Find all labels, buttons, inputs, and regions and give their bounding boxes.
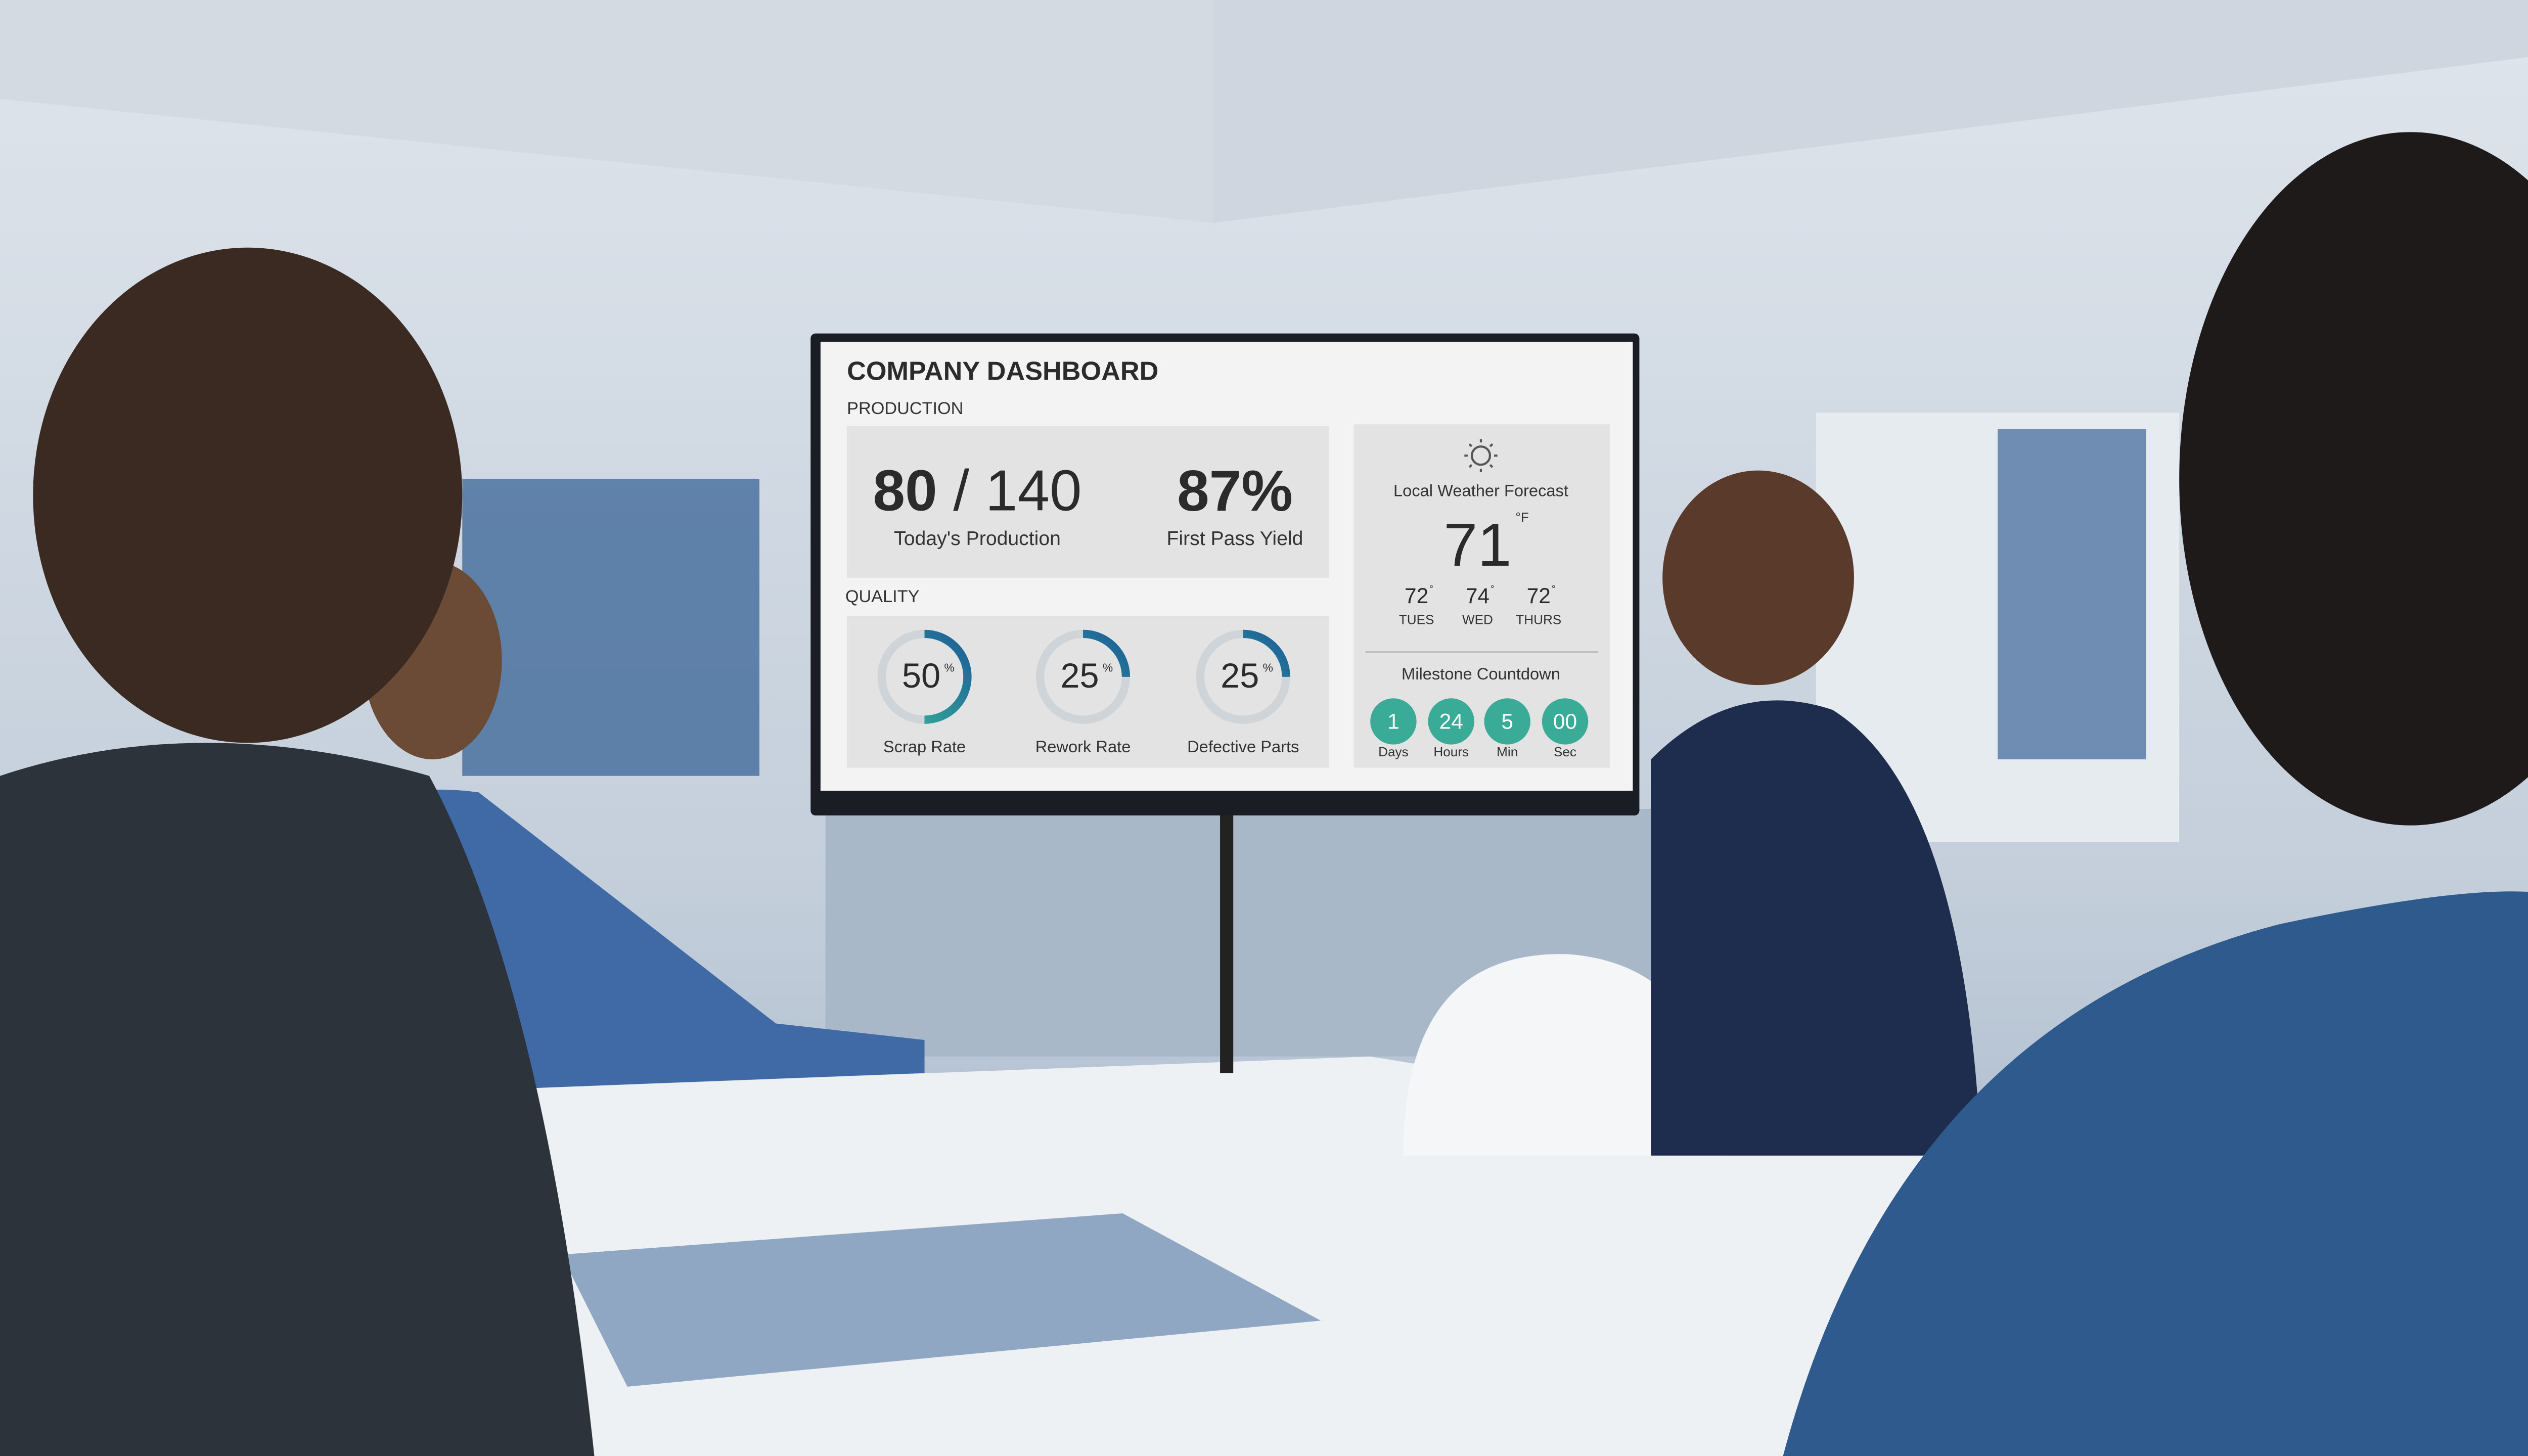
gauge-arc: [1035, 629, 1131, 724]
countdown-badge: [1428, 698, 1474, 745]
ceiling: [1213, 0, 2528, 223]
forecast-day: WED: [1462, 612, 1493, 627]
production-panel: [847, 426, 1329, 578]
separator: /: [953, 459, 969, 523]
gauge-unit: %: [944, 661, 954, 674]
gauge-label: Defective Parts: [1187, 737, 1299, 756]
forecast-temp: 72: [1527, 584, 1551, 608]
quality-panel: [847, 615, 1329, 768]
gauge-arc: [877, 629, 972, 724]
gauge-unit: %: [1263, 661, 1273, 674]
countdown-badge: [1542, 698, 1589, 745]
forecast-temp: 74: [1466, 584, 1489, 608]
gauge-unit: %: [1103, 661, 1113, 674]
countdown-value: 24: [1439, 709, 1463, 733]
countdown-label: Min: [1497, 744, 1518, 759]
gauge-label: Rework Rate: [1035, 737, 1131, 756]
person: [1783, 891, 2528, 1456]
production-target: 140: [985, 459, 1082, 523]
production-actual: 80: [873, 459, 937, 523]
helmet: [1403, 954, 1726, 1156]
gauge-value: 25: [1060, 656, 1099, 695]
machine: [462, 478, 760, 776]
caption: Today's Production: [894, 528, 1061, 550]
blueprint: [561, 1213, 1321, 1387]
section-heading: PRODUCTION: [847, 399, 963, 418]
person: [33, 247, 463, 743]
caption: First Pass Yield: [1166, 528, 1303, 550]
countdown-label: Days: [1378, 744, 1409, 759]
person: [1651, 700, 1981, 1156]
title: COMPANY DASHBOARD: [847, 357, 1158, 386]
person: [2179, 132, 2528, 826]
degree: °: [1491, 583, 1495, 595]
countdown-heading: Milestone Countdown: [1402, 664, 1560, 683]
person: [0, 743, 595, 1456]
gauge-value: 50: [902, 656, 940, 695]
machine: [1998, 429, 2146, 760]
gauge-label: Scrap Rate: [883, 737, 966, 756]
yield: 87%: [1177, 459, 1293, 523]
countdown-label: Sec: [1554, 744, 1576, 759]
section-heading: QUALITY: [845, 587, 920, 606]
stand: [1220, 809, 1234, 1073]
dashboard-widgets: 50 % Scrap Rate 25 % Rework Rate 25 % Defective …: [877, 583, 1589, 759]
person: [1662, 470, 1854, 686]
current-temp: 71: [1443, 511, 1511, 579]
countdown-value: 5: [1501, 709, 1513, 733]
degree: °: [1429, 583, 1433, 595]
forecast-temp: 72: [1405, 584, 1428, 608]
ceiling: [0, 0, 1213, 223]
countdown-badge: [1370, 698, 1417, 745]
sun-icon: [1464, 439, 1498, 472]
countdown-badge: [1484, 698, 1530, 745]
forecast-day: TUES: [1399, 612, 1434, 627]
gauge-value: 25: [1221, 656, 1259, 695]
degree: °: [1552, 583, 1556, 595]
production-figure: 80 / 140: [873, 459, 1082, 523]
countdown-label: Hours: [1433, 744, 1469, 759]
countdown-value: 00: [1553, 709, 1577, 733]
countdown-value: 1: [1387, 709, 1400, 733]
forecast-day: THURS: [1516, 612, 1561, 627]
weather-heading: Local Weather Forecast: [1393, 481, 1568, 500]
temp-unit: °F: [1515, 510, 1528, 525]
